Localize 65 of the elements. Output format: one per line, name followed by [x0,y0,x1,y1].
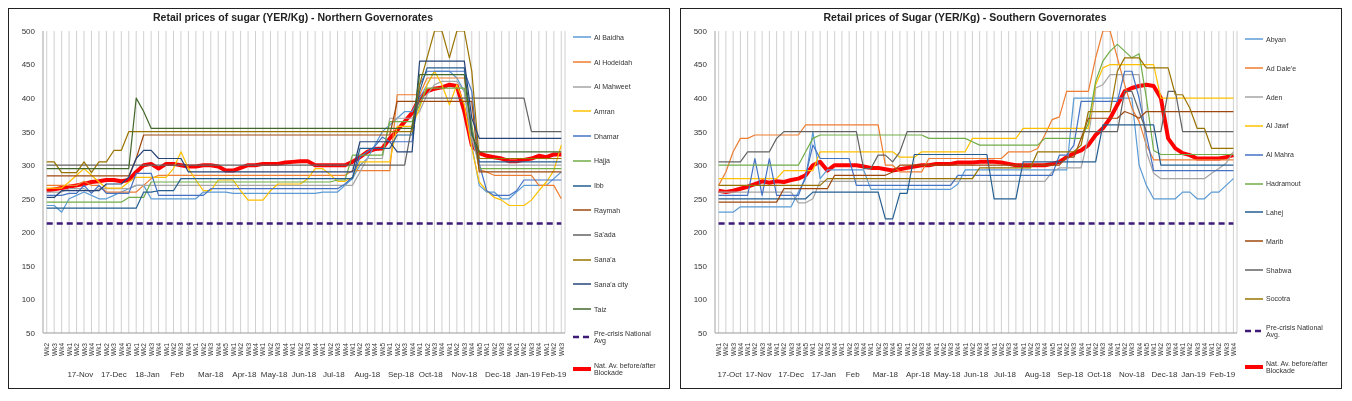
line-series [718,97,1234,213]
y-tick-label: 500 [21,26,36,36]
text: Jul-18 [994,369,1017,379]
text: 17-Dec [100,369,127,379]
text: 17-Nov [745,369,772,379]
text: Mar-18 [872,369,899,379]
y-tick-label: 100 [693,295,708,305]
y-tick-label: 50 [26,328,36,338]
text: Nov-18 [1118,369,1146,379]
y-tick-label: 400 [693,93,708,103]
y-tick-label: 500 [693,26,708,36]
y-tick-label: 250 [21,194,36,204]
text: Jan-19 [515,369,541,379]
text: Feb-19 [1209,369,1236,379]
y-tick-label: 450 [693,60,708,70]
text: Mar-18 [198,369,224,379]
text: Feb [170,369,185,379]
y-tick-label: 350 [693,127,708,137]
chart-title: Retail prices of sugar (YER/Kg) - Northern Governorates [151,11,435,25]
text: 17-Dec [778,369,805,379]
text: Aug-18 [1024,369,1052,379]
y-tick-label: 100 [21,295,36,305]
text: Feb-19 [541,369,568,379]
y-tick-label: 200 [693,228,708,238]
text: Apr-18 [905,369,931,379]
line-series [718,43,1234,166]
line-series [46,100,562,177]
line-series [718,31,1234,186]
text: Oct-18 [1087,369,1112,379]
text: May-18 [933,369,961,379]
y-tick-label: 250 [693,194,708,204]
text: Nov-18 [451,369,478,379]
text: Oct-18 [418,369,444,379]
line-series [46,74,562,170]
y-tick-label: 300 [693,161,708,171]
text: 17-Jan [811,369,836,379]
text: Jul-18 [322,369,346,379]
line-series [718,110,1234,203]
y-tick-label: 150 [21,261,36,271]
text: Aug-18 [354,369,381,379]
y-tick-label: 200 [21,228,36,238]
chart-title: Retail prices of Sugar (YER/Kg) - Southern Governorates [822,11,1108,25]
text: Jan-19 [1181,369,1207,379]
text: Apr-18 [232,369,257,379]
line-series [718,90,1234,170]
y-tick-label: 350 [21,127,36,137]
y-tick-label: 50 [698,328,708,338]
text: Feb [845,369,861,379]
text: Jun-18 [963,369,989,379]
y-tick-label: 400 [21,93,36,103]
text: 18-Jan [135,369,160,379]
text: Jun-18 [291,369,317,379]
line-series [46,31,562,174]
text: Dec-18 [1151,369,1178,379]
text: 17-Nov [67,369,94,379]
text: Dec-18 [484,369,512,379]
line-series [718,124,1234,220]
text: 17-Oct [717,369,743,379]
line-series [46,97,562,166]
text: May-18 [260,369,289,379]
y-tick-label: 150 [693,261,708,271]
text: Sep-18 [1057,369,1084,379]
y-tick-label: 300 [21,161,36,171]
y-tick-label: 450 [21,60,36,70]
text: Sep-18 [388,369,415,379]
